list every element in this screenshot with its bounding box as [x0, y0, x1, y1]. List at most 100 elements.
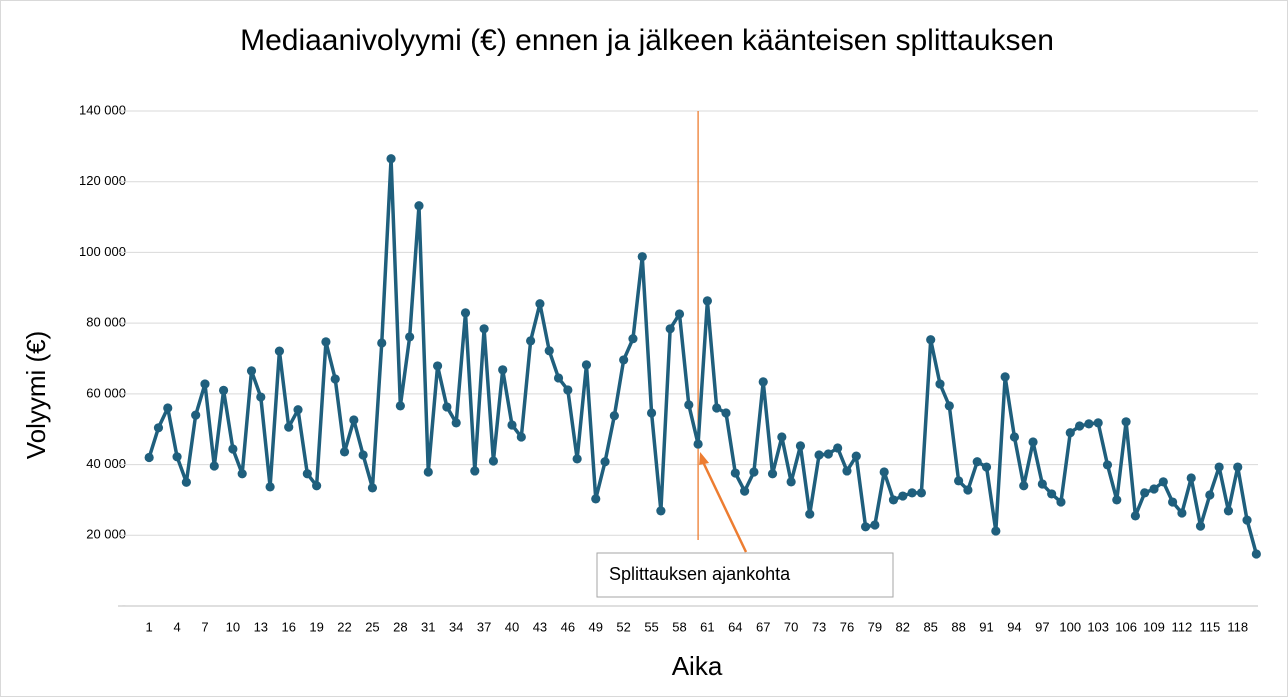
data-point	[330, 374, 340, 384]
data-point	[581, 360, 592, 370]
data-point	[795, 441, 806, 451]
x-tick-label: 115	[1199, 619, 1220, 634]
x-tick-label: 88	[951, 619, 965, 634]
x-tick-label: 100	[1059, 619, 1081, 634]
data-point	[712, 403, 722, 413]
data-point	[274, 346, 285, 356]
y-tick-label: 40 000	[86, 456, 126, 471]
x-tick-label: 49	[589, 619, 603, 634]
data-point	[358, 450, 368, 460]
data-point	[954, 476, 964, 486]
annotation-text: Splittauksen ajankohta	[609, 564, 791, 584]
data-point	[386, 154, 396, 164]
y-tick-label: 100 000	[79, 244, 126, 259]
x-axis-label: Aika	[672, 651, 723, 681]
x-tick-label: 73	[812, 619, 826, 634]
data-point	[349, 415, 359, 425]
data-point	[312, 481, 322, 491]
x-tick-label: 94	[1007, 619, 1021, 634]
x-tick-label: 67	[756, 619, 770, 634]
data-point	[526, 336, 536, 346]
data-point	[1158, 477, 1168, 487]
data-point	[1205, 490, 1215, 500]
data-point	[944, 401, 954, 411]
data-point	[1140, 488, 1150, 498]
data-point	[395, 401, 405, 411]
data-point	[991, 526, 1001, 536]
data-point	[1177, 508, 1187, 518]
data-point	[1000, 372, 1010, 382]
x-tick-label: 37	[477, 619, 491, 634]
data-point	[926, 335, 936, 345]
x-tick-label: 1	[146, 619, 153, 634]
data-point	[209, 461, 219, 471]
data-point	[1112, 495, 1122, 505]
data-point	[339, 447, 350, 457]
annotation-arrow	[700, 459, 748, 553]
data-point	[823, 449, 833, 459]
data-point	[377, 338, 387, 348]
data-point	[1065, 428, 1075, 438]
data-point	[507, 420, 517, 430]
data-point	[1168, 497, 1178, 507]
x-tick-label: 85	[923, 619, 937, 634]
data-point	[740, 486, 750, 496]
data-point	[163, 403, 173, 413]
data-point	[1028, 437, 1038, 447]
y-axis-label: Volyymi (€)	[21, 331, 51, 460]
data-point	[200, 379, 210, 389]
x-tick-label: 31	[421, 619, 435, 634]
data-point	[144, 452, 154, 463]
data-point	[191, 410, 201, 420]
x-tick-label: 16	[281, 619, 295, 634]
data-point	[535, 299, 545, 309]
data-point	[1195, 521, 1206, 531]
data-point	[1074, 421, 1085, 431]
data-point	[870, 520, 880, 530]
x-tick-label: 19	[309, 619, 323, 634]
data-point	[860, 522, 871, 532]
data-point	[1233, 462, 1243, 472]
y-tick-label: -	[122, 597, 126, 612]
x-tick-label: 13	[254, 619, 268, 634]
data-point	[432, 361, 443, 371]
data-point	[553, 373, 564, 383]
x-tick-label: 7	[201, 619, 208, 634]
data-point	[814, 450, 824, 460]
data-point	[702, 296, 713, 306]
data-point	[786, 477, 796, 487]
data-point	[842, 466, 852, 476]
data-point	[414, 201, 424, 211]
data-point	[628, 334, 638, 344]
x-tick-label: 22	[337, 619, 351, 634]
data-point	[470, 466, 480, 476]
x-tick-label: 118	[1227, 619, 1248, 634]
data-point	[1056, 497, 1066, 507]
data-point	[1251, 549, 1261, 559]
x-tick-label: 64	[728, 619, 742, 634]
data-point	[572, 454, 582, 464]
x-tick-label: 82	[896, 619, 910, 634]
data-point	[460, 308, 471, 318]
data-point	[888, 495, 899, 505]
data-point	[246, 366, 257, 376]
data-point	[1102, 460, 1113, 470]
x-tick-label: 112	[1172, 619, 1193, 634]
x-tick-label: 10	[226, 619, 240, 634]
data-point	[1084, 419, 1094, 429]
x-tick-label: 109	[1143, 619, 1165, 634]
data-point	[1186, 473, 1196, 483]
x-tick-label: 58	[672, 619, 686, 634]
data-point	[1121, 417, 1131, 427]
x-tick-label: 43	[533, 619, 547, 634]
data-point	[367, 483, 378, 493]
data-point	[721, 408, 731, 418]
data-point	[479, 324, 489, 334]
data-point	[665, 324, 675, 334]
data-point	[544, 346, 554, 356]
data-point	[284, 422, 294, 432]
data-point	[646, 408, 657, 418]
data-point	[600, 457, 610, 467]
x-tick-label: 91	[979, 619, 993, 634]
